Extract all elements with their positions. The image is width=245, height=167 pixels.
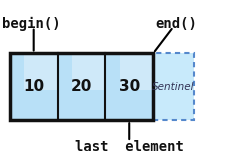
Text: end(): end() [155,17,197,31]
Bar [10,53,153,120]
Text: 30: 30 [119,79,140,94]
Bar [120,53,153,90]
Bar [10,53,58,120]
Bar [72,53,105,90]
Text: 20: 20 [71,79,92,94]
Text: last  element: last element [75,140,184,154]
Bar [105,53,153,120]
Text: 10: 10 [23,79,44,94]
Text: begin(): begin() [2,17,61,31]
Text: Sentinel: Sentinel [152,82,195,92]
Bar [58,53,105,120]
Bar [24,53,58,90]
Bar [153,53,194,120]
